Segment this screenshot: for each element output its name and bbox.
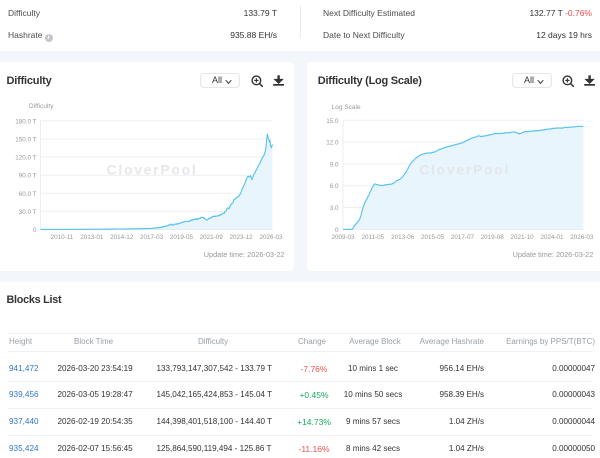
svg-text:0: 0 xyxy=(335,227,339,234)
svg-text:2009-03: 2009-03 xyxy=(331,234,355,241)
svg-text:2026-03: 2026-03 xyxy=(570,234,594,241)
svg-text:2026-03: 2026-03 xyxy=(259,234,283,241)
svg-text:2024-01: 2024-01 xyxy=(540,234,564,241)
svg-text:2019-05: 2019-05 xyxy=(170,234,194,241)
svg-text:2013-01: 2013-01 xyxy=(80,234,104,241)
svg-text:2011-05: 2011-05 xyxy=(361,234,384,241)
svg-text:0: 0 xyxy=(33,227,37,234)
svg-text:CloverPool: CloverPool xyxy=(107,162,198,178)
svg-text:2013-06: 2013-06 xyxy=(391,234,415,241)
svg-text:CloverPool: CloverPool xyxy=(419,162,510,178)
svg-text:Difficulty: Difficulty xyxy=(29,103,54,110)
svg-text:2017-07: 2017-07 xyxy=(451,234,475,241)
svg-text:180.0 T: 180.0 T xyxy=(15,118,36,125)
svg-text:2019-08: 2019-08 xyxy=(481,234,505,241)
svg-text:120.0 T: 120.0 T xyxy=(15,155,36,162)
svg-text:6.0: 6.0 xyxy=(330,183,339,190)
svg-text:90.0 T: 90.0 T xyxy=(19,173,37,180)
svg-text:60.0 T: 60.0 T xyxy=(19,191,37,198)
svg-text:2010-11: 2010-11 xyxy=(51,234,74,241)
svg-text:12.0: 12.0 xyxy=(326,140,339,147)
svg-text:15.0: 15.0 xyxy=(326,118,339,125)
svg-text:9.0: 9.0 xyxy=(330,161,339,168)
svg-text:3.0: 3.0 xyxy=(330,205,339,212)
svg-text:2023-12: 2023-12 xyxy=(230,234,254,241)
svg-text:2021-10: 2021-10 xyxy=(511,234,535,241)
svg-text:2021-09: 2021-09 xyxy=(200,234,224,241)
svg-text:Log Scale: Log Scale xyxy=(332,104,361,111)
svg-text:150.0 T: 150.0 T xyxy=(15,137,36,144)
svg-text:2017-03: 2017-03 xyxy=(140,234,164,241)
svg-text:2015-05: 2015-05 xyxy=(421,234,445,241)
svg-text:2014-12: 2014-12 xyxy=(110,234,134,241)
svg-text:30.0 T: 30.0 T xyxy=(19,209,37,216)
